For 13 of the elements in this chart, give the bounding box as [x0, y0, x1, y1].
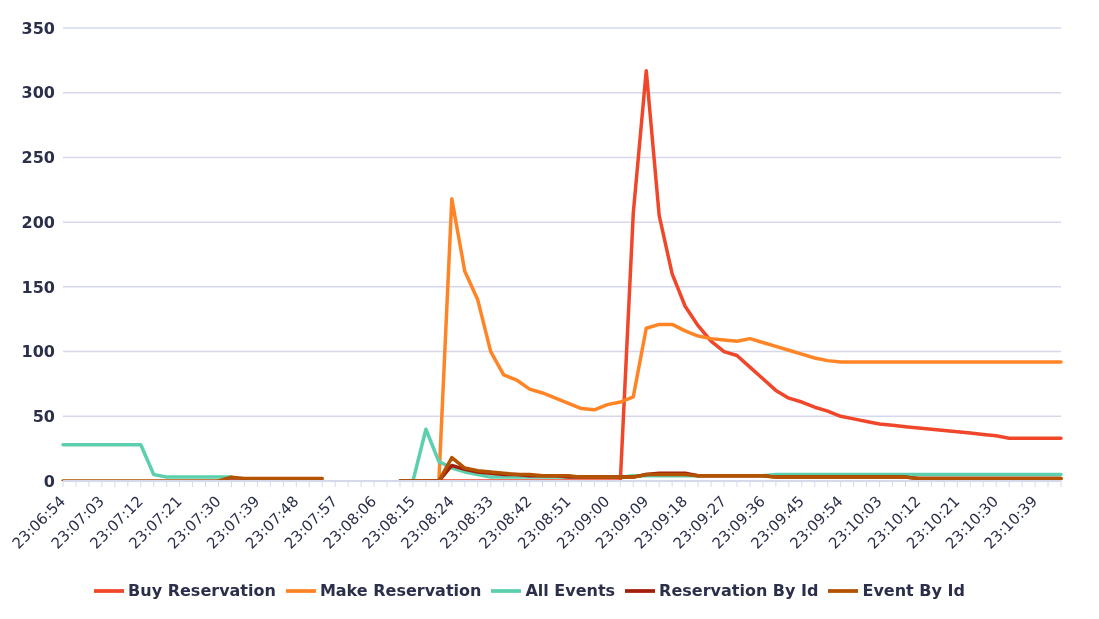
y-tick-label: 150 — [21, 277, 55, 297]
legend-label: Buy Reservation — [128, 580, 276, 600]
legend-label: Event By Id — [862, 580, 965, 600]
y-tick-label: 300 — [21, 83, 55, 103]
legend-label: Make Reservation — [319, 580, 482, 600]
legend-label: Reservation By Id — [659, 580, 819, 600]
legend-label: All Events — [525, 580, 616, 600]
y-tick-label: 100 — [21, 342, 55, 362]
y-tick-label: 200 — [21, 212, 55, 232]
y-tick-label: 350 — [21, 18, 55, 38]
y-tick-label: 0 — [43, 471, 55, 491]
y-tick-label: 50 — [32, 406, 55, 426]
y-tick-label: 250 — [21, 148, 55, 168]
